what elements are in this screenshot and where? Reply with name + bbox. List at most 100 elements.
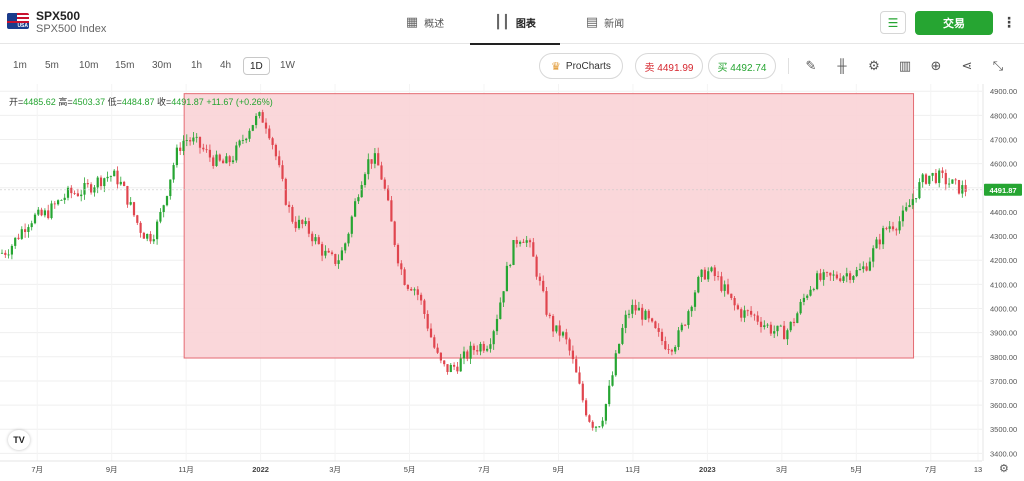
candle-body [710,267,713,272]
candle-body [921,174,924,183]
chart-toolbar: 1m 5m 10m 15m 30m 1h 4h 1D 1W ♛ ProChart… [0,52,1024,80]
timeframe-4h[interactable]: 4h [220,60,232,71]
candle-body [644,310,647,320]
candle-body [924,174,928,184]
more-options-icon[interactable]: ⋮ [1002,14,1016,30]
tradingview-logo-icon[interactable]: TV [8,430,30,450]
collapse-icon[interactable]: ⤡ [992,58,1004,73]
candle-body [872,248,875,262]
candle-body [83,183,86,195]
timeframe-1w[interactable]: 1W [280,60,295,71]
candle-body [446,364,449,372]
candle-body [86,183,89,185]
candle-body [238,140,241,146]
open-value: 4485.62 [23,97,56,107]
price-chart[interactable]: 4900.004800.004700.004600.004500.004400.… [0,84,1024,481]
tab-news[interactable]: ▤ 新闻 [585,14,625,30]
candle-body [832,274,835,276]
trade-button[interactable]: 交易 [915,11,993,35]
candle-body [568,339,571,351]
tab-overview[interactable]: ▦ 概述 [405,14,445,30]
candle-body [264,122,268,129]
candle-body [766,324,769,326]
candle-body [538,276,541,281]
candle-body [700,269,703,278]
candle-body [165,196,169,206]
timeframe-10m[interactable]: 10m [79,60,99,71]
candle-body [261,112,264,123]
candle-body [189,140,192,142]
add-to-watchlist-button[interactable]: ☰ [880,11,906,34]
candle-body [212,157,215,166]
list-add-icon: ☰ [887,15,899,30]
candle-body [113,170,116,177]
candle-body [241,140,244,141]
timeframe-5m[interactable]: 5m [45,60,59,71]
candle-body [786,330,789,340]
timeframe-1h[interactable]: 1h [191,60,203,71]
candles-layer [0,109,967,432]
sell-price-button[interactable]: 卖 4491.99 [635,53,703,79]
candle-body [357,197,360,202]
candle-body [489,344,492,349]
candle-body [614,353,617,376]
x-tick-label: 7月 [478,465,490,474]
toolbar-divider [788,58,789,74]
plus-icon[interactable]: ⊕ [930,58,942,73]
candle-body [271,138,274,145]
candle-body [746,310,749,312]
pencil-icon[interactable]: ✎ [805,58,817,73]
candle-body [680,324,683,331]
candle-body [806,295,809,298]
x-tick-label: 7月 [31,465,43,474]
axis-settings-gear-icon[interactable]: ⚙ [999,463,1009,475]
timeframe-1m[interactable]: 1m [13,60,27,71]
candle-body [624,314,627,328]
candle-body [753,314,756,316]
candle-body [720,276,723,291]
candle-body [228,156,231,163]
candle-body [565,332,568,340]
candle-body [911,199,914,206]
share-icon[interactable]: ⋖ [961,58,973,73]
candle-body [799,301,802,314]
candle-body [169,179,172,197]
candle-body [759,321,763,328]
candle-body [509,264,512,266]
timeframe-30m[interactable]: 30m [152,60,172,71]
timeframe-1d[interactable]: 1D [243,57,270,75]
candle-body [20,229,23,239]
indicators-bars-icon[interactable]: ▥ [898,58,912,73]
y-tick-label: 4400.00 [990,208,1017,217]
candle-body [274,144,277,157]
candle-body [24,229,27,232]
candles-type-icon[interactable]: ╫ [837,58,847,73]
candle-body [594,426,598,428]
candle-body [733,298,736,306]
candle-body [469,345,472,359]
x-tick-label: 9月 [106,465,118,474]
y-tick-label: 4700.00 [990,136,1017,145]
candle-body [387,188,390,201]
price-zone-rect [183,93,915,359]
candle-body [703,269,706,280]
candle-body [30,223,33,228]
tab-chart[interactable]: ┃┃ 图表 [470,0,560,45]
candle-body [93,187,96,193]
procharts-button[interactable]: ♛ ProCharts [539,53,623,79]
candle-body [552,316,555,332]
candle-body [802,297,805,302]
candle-body [809,289,812,296]
y-tick-label: 3900.00 [990,329,1017,338]
buy-price-button[interactable]: 买 4492.74 [708,53,776,79]
low-value: 4484.87 [121,97,155,107]
timeframe-15m[interactable]: 15m [115,60,135,71]
candle-body [908,205,911,208]
candle-body [855,270,858,277]
candle-body [964,185,967,192]
candle-body [294,221,297,229]
candle-body [961,185,964,194]
candle-body [627,313,631,315]
gear-icon[interactable]: ⚙ [868,58,880,73]
candle-body [743,310,746,318]
